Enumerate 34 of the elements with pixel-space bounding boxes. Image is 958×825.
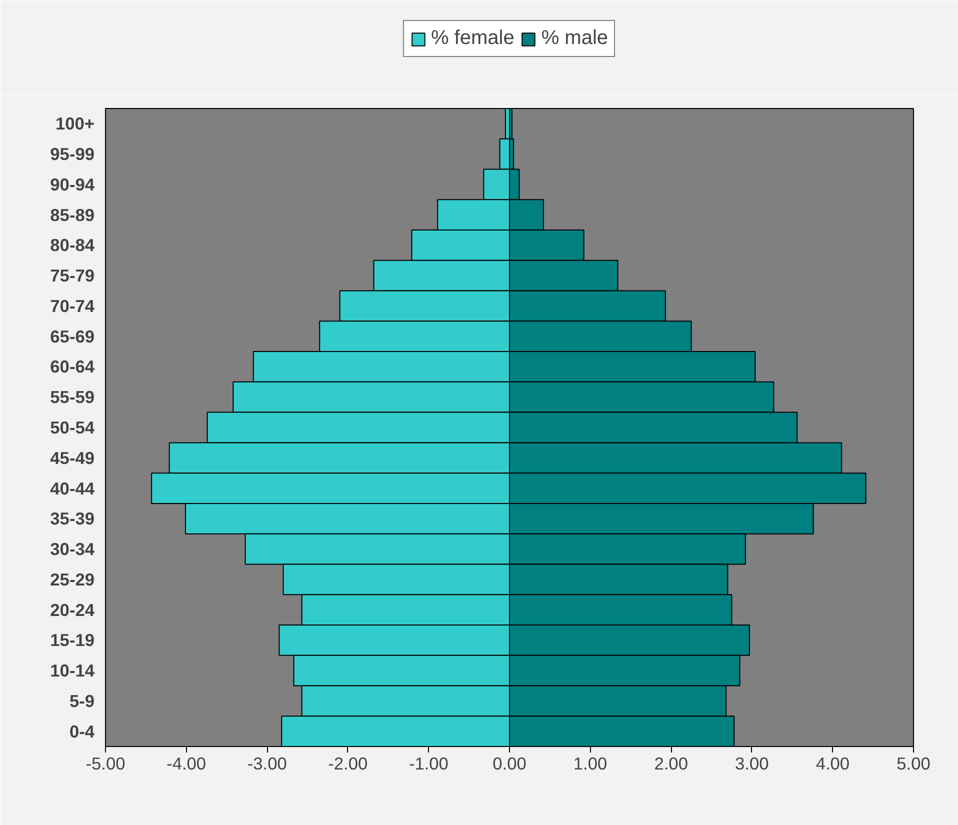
y-tick-label: 15-19 — [50, 630, 95, 650]
y-tick-label: 5-9 — [69, 690, 94, 711]
x-tick-label: -5.00 — [86, 754, 126, 774]
legend-label: % male — [541, 27, 608, 50]
y-tick-label: 65-69 — [50, 326, 95, 346]
x-tick-label: 1.00 — [573, 754, 608, 774]
y-tick-label: 40-44 — [50, 478, 95, 498]
y-tick-label: 100+ — [55, 114, 94, 134]
x-tick-label: -1.00 — [408, 754, 448, 774]
y-tick-label: 75-79 — [50, 266, 95, 286]
y-tick-label: 90-94 — [50, 174, 95, 194]
x-tick-label: 5.00 — [896, 754, 930, 774]
y-tick-label: 85-89 — [50, 204, 95, 225]
y-tick-label: 0-4 — [69, 721, 95, 742]
x-tick-label: 2.00 — [654, 754, 688, 774]
x-tick-label: 4.00 — [816, 754, 850, 774]
legend-label: % female — [430, 27, 514, 50]
y-tick-label: 30-34 — [50, 539, 95, 560]
y-tick-label: 25-29 — [50, 569, 95, 590]
y-tick-label: 20-24 — [50, 600, 95, 620]
y-tick-label: 80-84 — [50, 235, 95, 256]
x-tick-label: -2.00 — [328, 754, 368, 774]
y-tick-label: 50-54 — [50, 418, 95, 438]
x-tick-label: 0.00 — [492, 754, 526, 774]
y-tick-label: 45-49 — [50, 448, 95, 468]
x-tick-label: -4.00 — [166, 754, 206, 774]
y-tick-label: 35-39 — [50, 508, 95, 529]
y-tick-label: 55-59 — [50, 387, 95, 408]
y-tick-label: 10-14 — [50, 660, 95, 681]
y-tick-label: 60-64 — [50, 356, 95, 377]
y-tick-label: 70-74 — [50, 296, 95, 316]
x-tick-label: 3.00 — [735, 754, 769, 774]
y-tick-label: 95-99 — [50, 144, 95, 164]
x-tick-label: -3.00 — [247, 754, 287, 774]
